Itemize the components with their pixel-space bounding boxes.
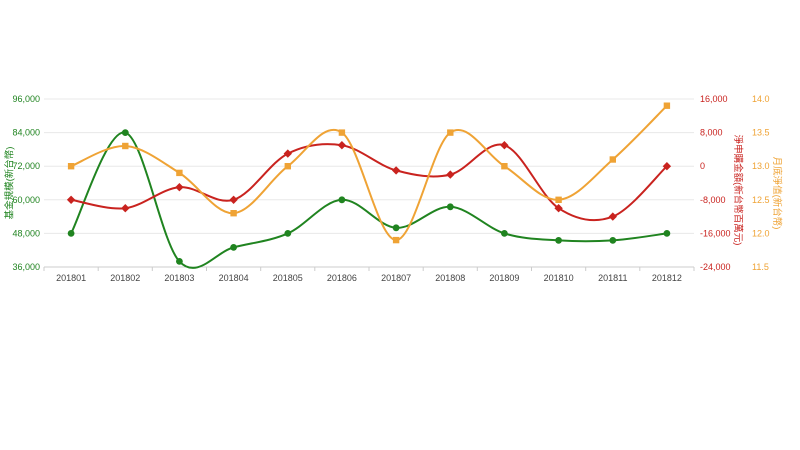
data-point[interactable] — [501, 163, 508, 170]
right2-axis-tick-label: 11.5 — [752, 262, 769, 272]
x-axis-label: 201808 — [435, 273, 465, 283]
left-axis-tick-label: 72,000 — [12, 161, 40, 171]
data-point[interactable] — [662, 162, 672, 171]
right1-axis-tick-label: -16,000 — [700, 228, 731, 238]
right1-axis-tick-label: 8,000 — [700, 128, 723, 138]
data-point[interactable] — [283, 149, 292, 158]
data-point[interactable] — [230, 210, 237, 217]
data-point[interactable] — [121, 129, 129, 137]
x-axis-label: 201806 — [327, 273, 357, 283]
series-line-1[interactable] — [70, 143, 668, 222]
data-point[interactable] — [555, 196, 562, 203]
x-axis-label: 201809 — [489, 273, 519, 283]
data-point[interactable] — [67, 230, 75, 237]
data-point[interactable] — [608, 212, 617, 221]
right2-axis-tick-label: 12.5 — [752, 195, 770, 205]
data-point[interactable] — [555, 237, 562, 244]
x-axis-label: 201807 — [381, 273, 411, 283]
x-axis-label: 201801 — [56, 273, 86, 283]
data-point[interactable] — [284, 163, 291, 170]
right1-axis-tick-label: 0 — [700, 161, 705, 171]
left-axis-tick-label: 60,000 — [12, 195, 40, 205]
data-point[interactable] — [176, 169, 183, 177]
right1-axis-tick-label: 16,000 — [700, 94, 728, 104]
data-point[interactable] — [175, 183, 184, 192]
data-point[interactable] — [67, 163, 75, 170]
data-point[interactable] — [663, 230, 671, 237]
x-axis-label: 201802 — [110, 273, 140, 283]
x-axis-label: 201803 — [164, 273, 194, 283]
right1-axis-tick-label: -8,000 — [700, 195, 726, 205]
data-point[interactable] — [391, 166, 401, 175]
data-point[interactable] — [446, 203, 454, 211]
data-point[interactable] — [500, 141, 509, 150]
x-axis-label: 201811 — [598, 273, 627, 283]
x-axis-label: 201812 — [652, 273, 682, 283]
data-point[interactable] — [609, 156, 616, 163]
right2-axis-tick-label: 13.5 — [752, 128, 770, 138]
data-point[interactable] — [501, 230, 508, 237]
x-axis-label: 201810 — [544, 273, 574, 283]
chart-canvas: 96,000 84,000 72,000 60,000 48,000 36,000 16,0… — [12, 94, 770, 283]
data-point[interactable] — [663, 102, 671, 109]
data-point[interactable] — [229, 195, 238, 204]
left-axis-tick-label: 96,000 — [12, 94, 40, 104]
data-point[interactable] — [447, 129, 454, 136]
fund-performance-chart: 基金規模(新台幣) 淨申購金額(新台幣百萬元) 月底淨值(新台幣) 96,000… — [4, 94, 782, 283]
data-point[interactable] — [446, 170, 455, 179]
data-point[interactable] — [609, 237, 617, 244]
data-point[interactable] — [284, 230, 292, 237]
x-axis-label: 201804 — [219, 273, 249, 283]
data-point[interactable] — [338, 196, 346, 204]
data-point[interactable] — [337, 141, 347, 150]
right2-axis-tick-label: 14.0 — [752, 94, 770, 104]
data-point[interactable] — [554, 204, 563, 213]
left-axis-tick-label: 84,000 — [12, 128, 40, 138]
right2-axis-tick-label: 12.0 — [752, 228, 770, 238]
right2-axis-tick-label: 13.0 — [752, 161, 770, 171]
right1-axis-tick-label: -24,000 — [700, 262, 731, 272]
data-point[interactable] — [66, 195, 76, 204]
data-point[interactable] — [121, 204, 130, 213]
data-point[interactable] — [392, 236, 400, 244]
data-point[interactable] — [392, 224, 400, 232]
data-point[interactable] — [230, 244, 238, 251]
data-point[interactable] — [176, 258, 183, 265]
x-axis-label: 201805 — [273, 273, 303, 283]
data-point[interactable] — [338, 129, 346, 136]
data-point[interactable] — [122, 142, 129, 150]
left-axis-tick-label: 48,000 — [12, 228, 40, 238]
left-axis-tick-label: 36,000 — [12, 262, 40, 272]
